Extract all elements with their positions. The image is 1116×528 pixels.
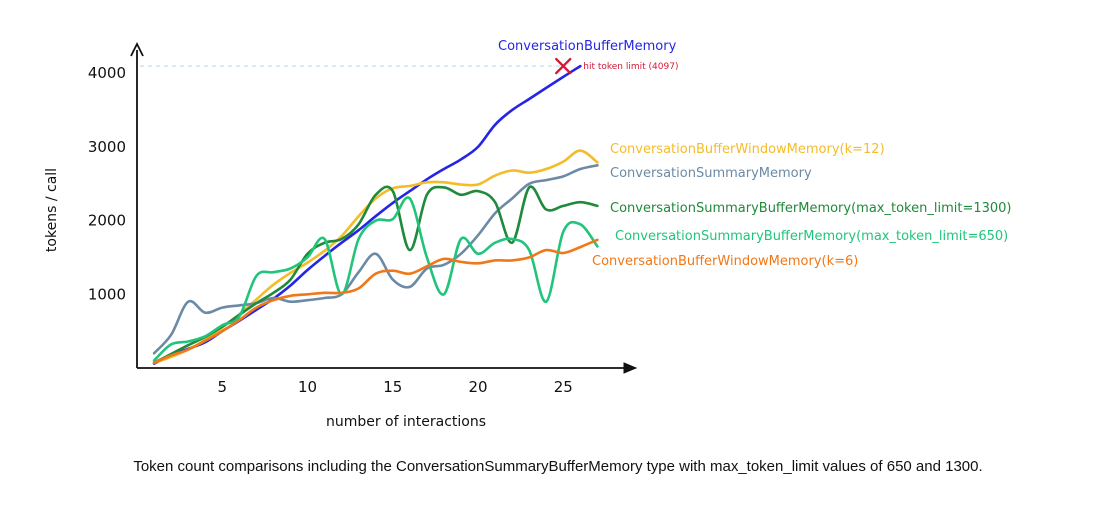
y-axis-arrowhead	[130, 41, 144, 57]
x-tick-label: 10	[298, 378, 317, 396]
series-label-conversationsummarybuffermemory-max-token-limit-1300: ConversationSummaryBufferMemory(max_toke…	[610, 201, 1012, 216]
series-label-conversationbufferwindowmemory-k-12: ConversationBufferWindowMemory(k=12)	[610, 142, 885, 157]
line-chart: 5 10 15 20 25 1000 2000 3000 4000 number of int…	[44, 39, 1012, 430]
y-tick-labels: 1000 2000 3000 4000	[88, 64, 126, 303]
token-limit-marker	[555, 57, 572, 75]
y-tick-label: 2000	[88, 212, 126, 230]
x-tick-label: 25	[554, 378, 573, 396]
x-tick-label: 20	[468, 378, 487, 396]
series-label-conversationsummarymemory: ConversationSummaryMemory	[610, 166, 812, 181]
annotations: hit token limit (4097)	[555, 57, 678, 75]
series-line-conversationsummarybuffermemory-max-token-limit-650	[152, 196, 599, 362]
series-line-conversationsummarymemory	[152, 164, 599, 355]
x-tick-labels: 5 10 15 20 25	[217, 378, 572, 396]
y-axis-title: tokens / call	[44, 168, 60, 252]
series-line-conversationbuffermemory	[152, 64, 582, 365]
series-lines	[152, 64, 599, 365]
x-tick-label: 5	[217, 378, 227, 396]
series-label-conversationbuffermemory: ConversationBufferMemory	[498, 39, 677, 54]
series-line-conversationbufferwindowmemory-k-6	[152, 238, 599, 365]
x-tick-label: 15	[383, 378, 402, 396]
y-tick-label: 1000	[88, 285, 126, 303]
figure-caption: Token count comparisons including the Co…	[133, 458, 983, 475]
token-limit-annotation: hit token limit (4097)	[583, 62, 678, 72]
y-tick-label: 4000	[88, 64, 126, 82]
series-label-conversationbufferwindowmemory-k-6: ConversationBufferWindowMemory(k=6)	[592, 254, 858, 269]
series-labels: ConversationBufferMemory ConversationBuff…	[498, 39, 1012, 269]
x-axis-arrowhead	[623, 362, 638, 374]
y-tick-label: 3000	[88, 138, 126, 156]
x-axis-title: number of interactions	[326, 414, 486, 430]
series-label-conversationsummarybuffermemory-max-token-limit-650: ConversationSummaryBufferMemory(max_toke…	[615, 229, 1008, 244]
